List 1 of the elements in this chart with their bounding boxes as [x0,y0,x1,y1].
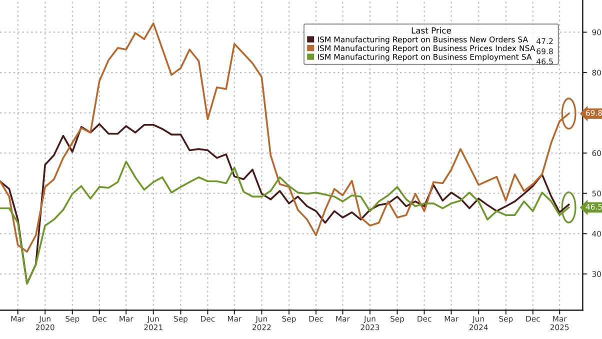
legend-title: Last Price [412,27,451,34]
